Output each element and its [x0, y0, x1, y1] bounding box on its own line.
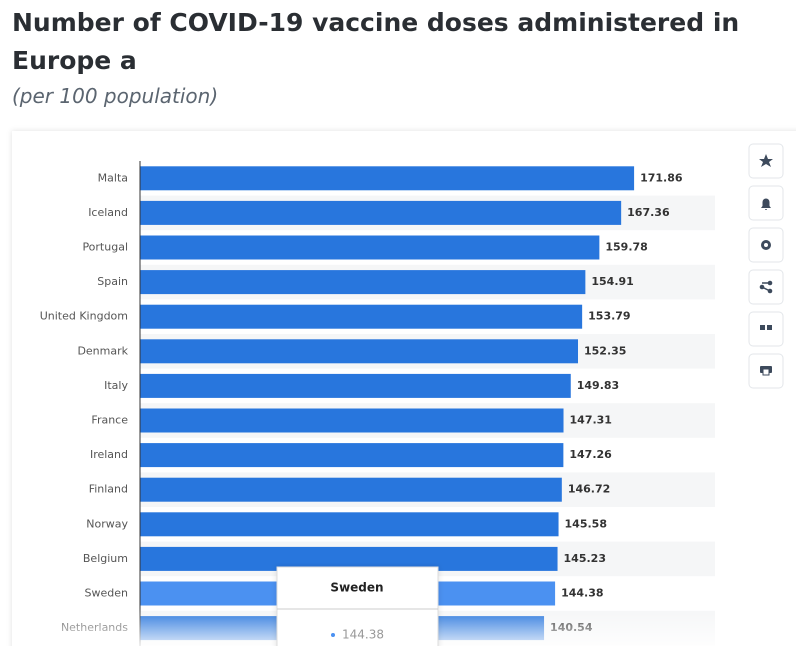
tooltip-dot [331, 633, 335, 637]
star-icon [759, 154, 773, 167]
bar [140, 270, 586, 295]
value-label: 147.31 [570, 414, 612, 427]
value-label: 145.23 [564, 552, 606, 565]
cite-button[interactable] [748, 311, 784, 347]
value-label: 144.38 [561, 587, 603, 600]
y-tick-label: Belgium [83, 552, 128, 565]
value-label: 147.26 [569, 448, 612, 461]
bar [140, 512, 559, 537]
tooltip-title: Sweden [330, 581, 383, 595]
bar [140, 200, 622, 225]
y-tick-label: Norway [86, 517, 128, 530]
bar [140, 443, 564, 468]
tooltip-value: 144.38 [342, 628, 384, 642]
bar [140, 408, 564, 433]
value-label: 159.78 [605, 241, 647, 254]
bar [140, 166, 635, 191]
y-tick-label: Italy [104, 379, 128, 392]
bar [140, 235, 600, 260]
bell-icon [761, 198, 771, 210]
value-label: 149.83 [577, 379, 619, 392]
quote-icon [767, 325, 772, 330]
y-tick-label: Denmark [77, 344, 128, 357]
bar [140, 477, 562, 502]
value-label: 167.36 [627, 206, 670, 219]
value-label: 153.79 [588, 310, 630, 323]
value-label: 152.35 [584, 344, 626, 357]
value-label: 146.72 [568, 483, 610, 496]
y-tick-label: Spain [97, 275, 128, 288]
chart-subtitle: (per 100 population) [12, 84, 219, 108]
y-tick-label: Malta [98, 171, 128, 184]
tooltip-box [276, 566, 439, 646]
share-button[interactable] [748, 269, 784, 305]
bar [140, 373, 571, 398]
y-tick-label: Iceland [88, 206, 128, 219]
y-tick-label: United Kingdom [40, 310, 128, 323]
gear-hole [764, 243, 768, 247]
value-label: 145.58 [565, 517, 607, 530]
toolbar-icons [759, 154, 773, 376]
quote-icon [760, 325, 765, 330]
y-tick-label: Finland [89, 483, 128, 496]
value-label: 154.91 [591, 275, 633, 288]
y-tick-label: France [91, 414, 128, 427]
y-tick-label: Sweden [85, 587, 128, 600]
share-lines [761, 282, 771, 292]
tooltip: Sweden 144.38 [276, 566, 439, 646]
bar [140, 339, 579, 364]
bar [140, 304, 583, 329]
value-label: 171.86 [640, 171, 683, 184]
y-tick-label: Portugal [82, 241, 128, 254]
y-tick-label: Ireland [90, 448, 128, 461]
print-paper [762, 368, 770, 376]
chart-title: Number of COVID-19 vaccine doses adminis… [12, 8, 740, 75]
